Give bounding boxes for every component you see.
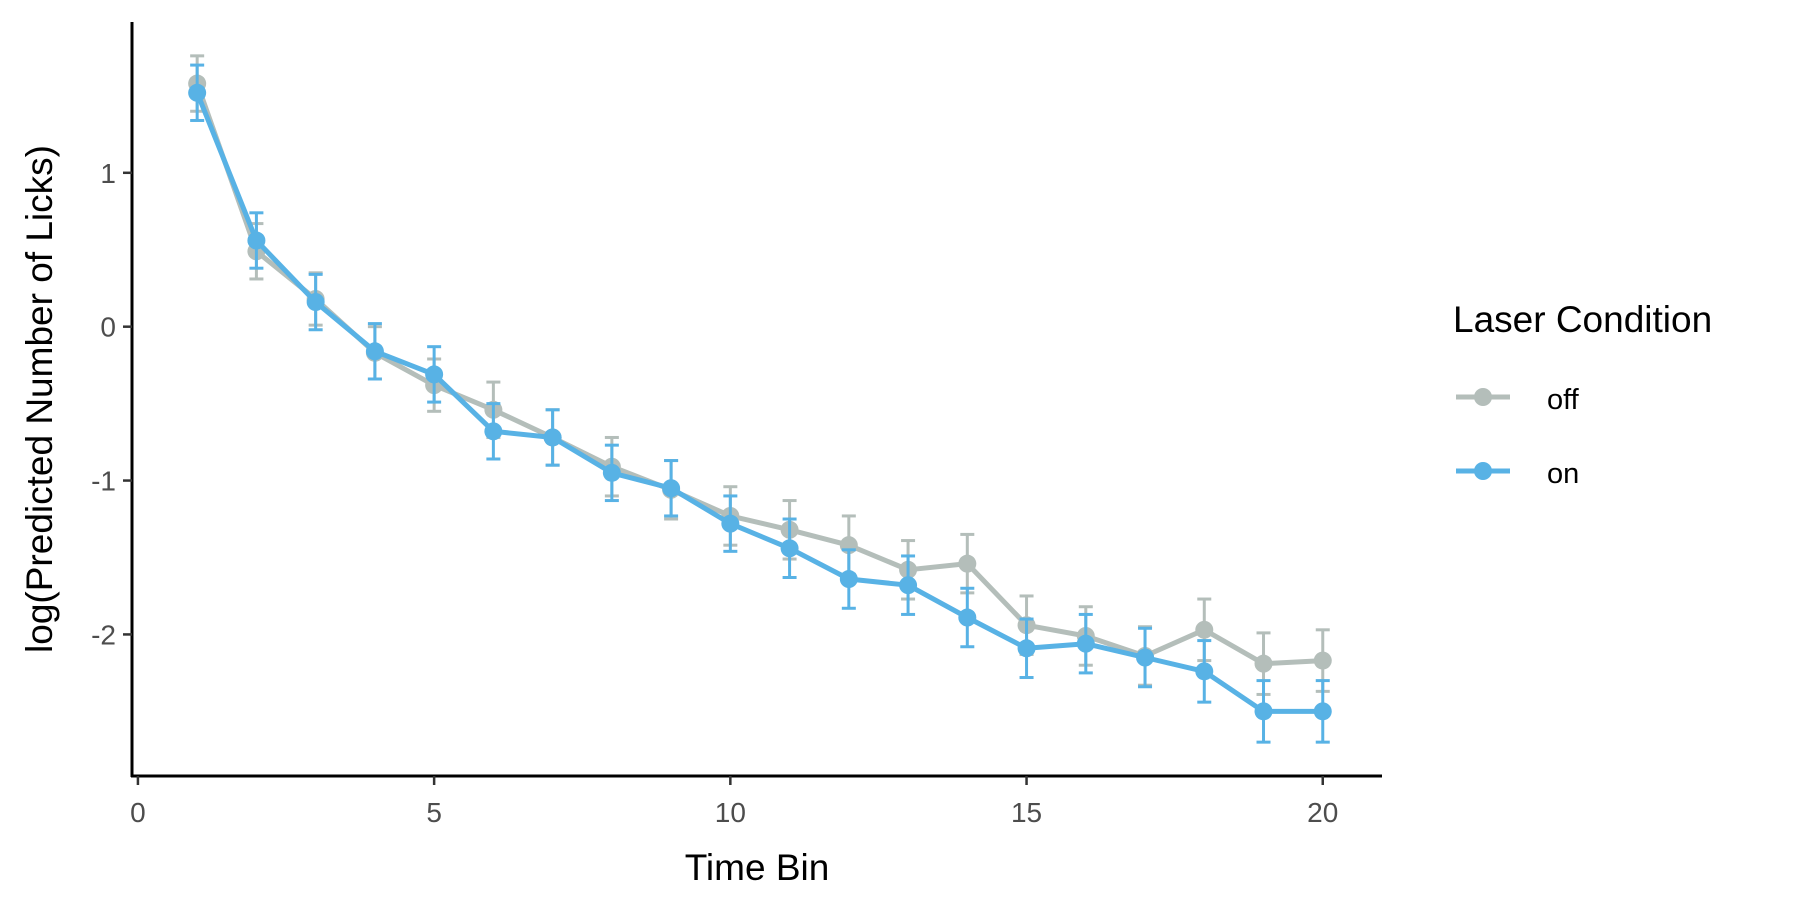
y-axis-title: log(Predicted Number of Licks) bbox=[19, 145, 60, 653]
data-point bbox=[188, 83, 207, 102]
data-point bbox=[306, 293, 325, 312]
data-point bbox=[1254, 702, 1273, 721]
y-tick-label: 0 bbox=[100, 312, 116, 343]
x-tick-label: 15 bbox=[1011, 797, 1042, 828]
x-tick-label: 5 bbox=[426, 797, 442, 828]
data-point bbox=[1195, 620, 1214, 639]
data-point bbox=[484, 422, 503, 441]
x-axis-ticks: 0 5 10 15 20 bbox=[130, 776, 1338, 828]
data-point bbox=[1313, 702, 1332, 721]
x-tick-label: 0 bbox=[130, 797, 146, 828]
data-point bbox=[958, 608, 977, 627]
legend-label-on: on bbox=[1547, 458, 1579, 490]
data-point bbox=[1017, 639, 1036, 658]
data-point bbox=[1254, 654, 1273, 673]
y-tick-label: 1 bbox=[100, 158, 116, 189]
data-point bbox=[425, 365, 444, 384]
data-point bbox=[365, 342, 384, 361]
series-line bbox=[194, 82, 1323, 667]
data-point bbox=[247, 231, 266, 250]
data-point bbox=[543, 428, 562, 447]
legend-label-off: off bbox=[1547, 384, 1580, 416]
legend: Laser Condition off on bbox=[1453, 299, 1712, 490]
data-point bbox=[1313, 651, 1332, 670]
series-line bbox=[194, 91, 1323, 714]
data-point bbox=[721, 514, 740, 533]
data-point bbox=[1136, 648, 1155, 667]
x-tick-label: 10 bbox=[715, 797, 746, 828]
x-tick-label: 20 bbox=[1307, 797, 1338, 828]
data-point bbox=[780, 539, 799, 558]
data-point bbox=[1076, 634, 1095, 653]
legend-title: Laser Condition bbox=[1453, 299, 1712, 340]
y-axis-ticks: -2 -1 0 1 bbox=[91, 158, 132, 650]
legend-key-point bbox=[1474, 462, 1492, 480]
data-point bbox=[899, 576, 918, 595]
y-tick-label: -2 bbox=[91, 619, 116, 650]
data-point bbox=[602, 463, 621, 482]
series-on bbox=[188, 63, 1332, 744]
data-point bbox=[958, 554, 977, 573]
legend-keys bbox=[1456, 388, 1510, 480]
y-tick-label: -1 bbox=[91, 466, 116, 497]
series-layer bbox=[188, 54, 1332, 744]
data-point bbox=[1195, 662, 1214, 681]
series-off bbox=[188, 54, 1332, 696]
legend-key-point bbox=[1474, 388, 1492, 406]
data-point bbox=[839, 570, 858, 589]
x-axis-title: Time Bin bbox=[685, 847, 830, 888]
data-point bbox=[662, 479, 681, 498]
